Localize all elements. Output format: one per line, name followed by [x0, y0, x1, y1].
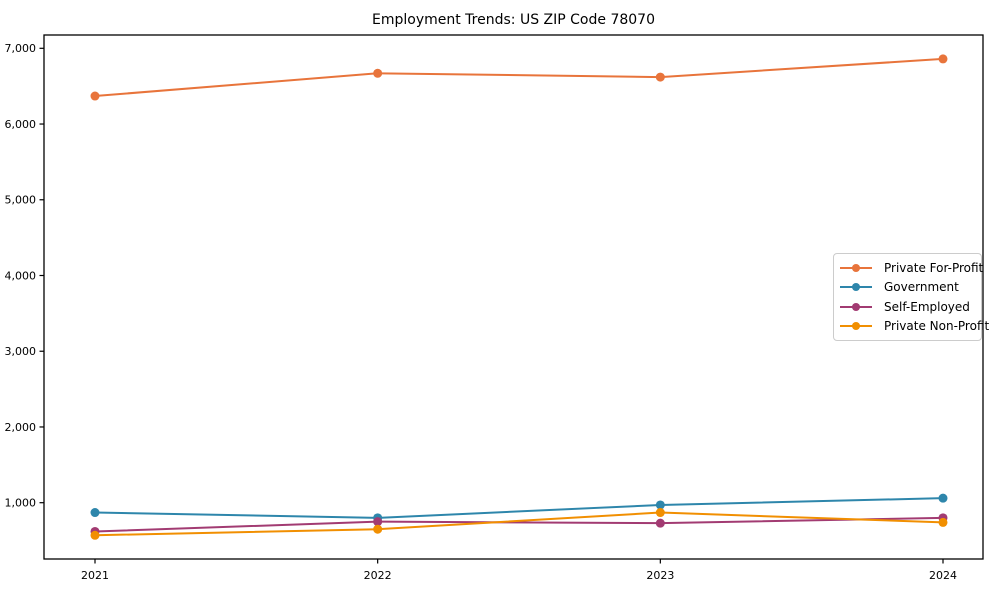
x-tick-label: 2023 — [646, 569, 674, 582]
data-point-private-for-profit-2024 — [938, 54, 948, 64]
legend-label: Government — [884, 280, 959, 295]
data-point-private-non-profit-2023 — [655, 508, 665, 518]
data-point-government-2024 — [938, 493, 948, 503]
legend-item-government: Government — [840, 278, 975, 298]
y-tick-label: 7,000 — [5, 42, 37, 55]
data-point-private-non-profit-2021 — [90, 530, 100, 540]
legend-label: Private Non-Profit — [884, 319, 990, 334]
y-tick-label: 3,000 — [5, 345, 37, 358]
series-line-government — [94, 497, 944, 519]
legend-swatch-icon — [840, 280, 872, 294]
legend-label: Self-Employed — [884, 299, 970, 314]
data-point-private-for-profit-2023 — [655, 72, 665, 82]
data-point-self-employed-2023 — [655, 518, 665, 528]
legend-swatch-icon — [840, 319, 872, 333]
data-point-private-non-profit-2022 — [373, 524, 383, 534]
legend-item-private-for-profit: Private For-Profit — [840, 258, 983, 278]
series-line-private-for-profit — [94, 57, 944, 98]
y-tick-label: 4,000 — [5, 269, 37, 282]
x-tick-label: 2021 — [81, 569, 109, 582]
legend-item-private-non-profit: Private Non-Profit — [840, 317, 989, 337]
data-point-private-non-profit-2024 — [938, 517, 948, 527]
data-point-private-for-profit-2022 — [373, 68, 383, 78]
x-tick-label: 2022 — [364, 569, 392, 582]
series-line-private-non-profit — [94, 511, 944, 537]
legend-swatch-icon — [840, 261, 872, 275]
data-point-government-2021 — [90, 508, 100, 518]
legend-item-self-employed: Self-Employed — [840, 297, 975, 317]
data-point-private-for-profit-2021 — [90, 91, 100, 101]
series-line-self-employed — [94, 516, 944, 533]
y-tick-label: 1,000 — [5, 497, 37, 510]
y-tick-label: 2,000 — [5, 421, 37, 434]
y-tick-label: 5,000 — [5, 194, 37, 207]
y-tick-label: 6,000 — [5, 118, 37, 131]
data-point-self-employed-2022 — [373, 517, 383, 527]
chart-title: Employment Trends: US ZIP Code 78070 — [372, 12, 655, 28]
legend: Private For-Profit Government Self-Employe… — [833, 253, 989, 341]
axes-spines — [43, 34, 984, 560]
data-point-government-2023 — [655, 500, 665, 510]
legend-swatch-icon — [840, 300, 872, 314]
legend-label: Private For-Profit — [884, 260, 984, 275]
x-tick-label: 2024 — [929, 569, 957, 582]
